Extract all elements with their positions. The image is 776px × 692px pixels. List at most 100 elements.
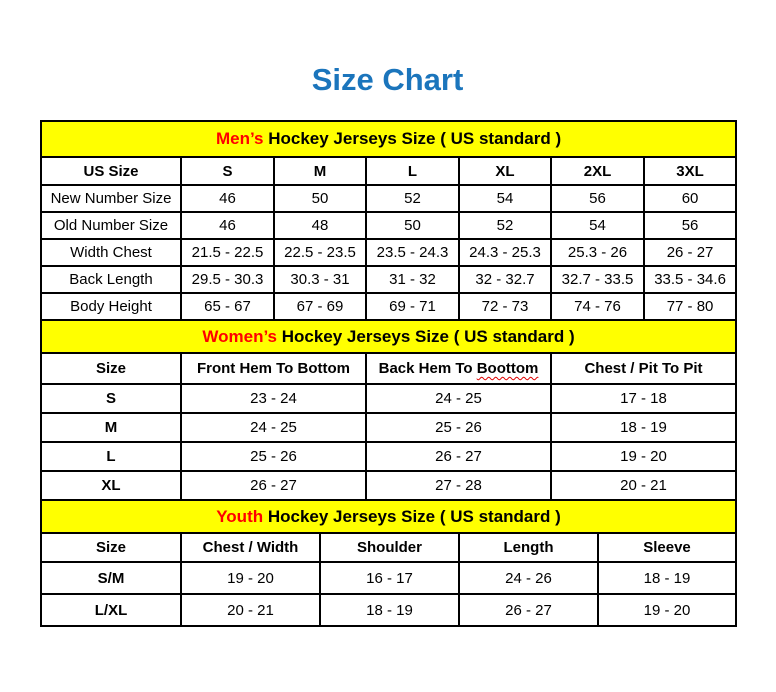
womens-section-title-rest: Hockey Jerseys Size ( US standard ) xyxy=(277,326,575,346)
cell-value: 26 - 27 xyxy=(642,238,738,267)
cell-value: 33.5 - 34.6 xyxy=(642,265,738,294)
cell-value: 19 - 20 xyxy=(180,561,321,595)
table-row: Body Height 65 - 67 67 - 69 69 - 71 72 -… xyxy=(40,292,738,321)
cell-value: 50 xyxy=(365,211,460,240)
mens-col-3xl: 3XL xyxy=(642,156,738,186)
cell-value: 69 - 71 xyxy=(365,292,460,321)
youth-col-length: Length xyxy=(458,532,599,563)
womens-section-header: Women’s Hockey Jerseys Size ( US standar… xyxy=(39,319,738,354)
table-row: Width Chest 21.5 - 22.5 22.5 - 23.5 23.5… xyxy=(40,238,738,267)
mens-section-title-rest: Hockey Jerseys Size ( US standard ) xyxy=(263,129,562,148)
cell-value: 25 - 26 xyxy=(180,441,367,472)
cell-value: 50 xyxy=(273,184,367,213)
cell-value: 24 - 25 xyxy=(180,412,367,443)
cell-value: 24 - 26 xyxy=(458,561,599,595)
cell-value: 56 xyxy=(550,184,645,213)
womens-col-back-hem: Back Hem To Boottom xyxy=(365,352,552,385)
cell-value: 30.3 - 31 xyxy=(273,265,367,294)
mens-col-2xl: 2XL xyxy=(550,156,645,186)
row-label: Body Height xyxy=(40,292,182,321)
cell-value: 65 - 67 xyxy=(180,292,275,321)
cell-value: 24 - 25 xyxy=(365,383,552,414)
youth-col-chest-width: Chest / Width xyxy=(180,532,321,563)
womens-section-highlight: Women’s xyxy=(202,326,277,346)
cell-value: 16 - 17 xyxy=(319,561,460,595)
cell-value: 27 - 28 xyxy=(365,470,552,501)
cell-value: 20 - 21 xyxy=(549,470,738,501)
cell-value: 77 - 80 xyxy=(642,292,738,321)
youth-header-row: Size Chest / Width Shoulder Length Sleev… xyxy=(40,532,737,563)
table-row: S/M 19 - 20 16 - 17 24 - 26 18 - 19 xyxy=(40,561,737,595)
cell-value: 60 xyxy=(642,184,738,213)
cell-value: 18 - 19 xyxy=(319,593,460,627)
cell-value: 52 xyxy=(365,184,460,213)
cell-value: 52 xyxy=(458,211,552,240)
mens-section-highlight: Men’s xyxy=(215,129,264,148)
mens-size-table: Men’s Hockey Jerseys Size ( US standard … xyxy=(39,120,738,321)
youth-col-shoulder: Shoulder xyxy=(319,532,460,563)
womens-header-row: Size Front Hem To Bottom Back Hem To Boo… xyxy=(40,352,738,385)
cell-value: 21.5 - 22.5 xyxy=(180,238,275,267)
youth-section-header: Youth Hockey Jerseys Size ( US standard … xyxy=(40,499,737,534)
mens-header-row: US Size S M L XL 2XL 3XL xyxy=(40,156,738,186)
cell-value: 48 xyxy=(273,211,367,240)
cell-value: 17 - 18 xyxy=(549,383,738,414)
womens-col-front-hem: Front Hem To Bottom xyxy=(180,352,367,385)
cell-value: 29.5 - 30.3 xyxy=(180,265,275,294)
table-row: Back Length 29.5 - 30.3 30.3 - 31 31 - 3… xyxy=(40,265,738,294)
womens-size-table: Women’s Hockey Jerseys Size ( US standar… xyxy=(39,319,738,501)
back-hem-misspelled-word: Boottom xyxy=(476,360,539,377)
table-row: L/XL 20 - 21 18 - 19 26 - 27 19 - 20 xyxy=(40,593,737,627)
youth-size-table: Youth Hockey Jerseys Size ( US standard … xyxy=(40,499,737,627)
row-label: Old Number Size xyxy=(40,211,182,240)
cell-value: 26 - 27 xyxy=(458,593,599,627)
row-label: L/XL xyxy=(40,593,182,627)
cell-value: 46 xyxy=(180,211,275,240)
cell-value: 24.3 - 25.3 xyxy=(458,238,552,267)
cell-value: 19 - 20 xyxy=(549,441,738,472)
youth-section-title-rest: Hockey Jerseys Size ( US standard ) xyxy=(263,506,561,526)
page-title: Size Chart xyxy=(311,62,464,97)
cell-value: 25.3 - 26 xyxy=(550,238,645,267)
cell-value: 46 xyxy=(180,184,275,213)
cell-value: 72 - 73 xyxy=(458,292,552,321)
cell-value: 19 - 20 xyxy=(597,593,737,627)
cell-value: 54 xyxy=(458,184,552,213)
table-row: M 24 - 25 25 - 26 18 - 19 xyxy=(40,412,738,443)
table-row: S 23 - 24 24 - 25 17 - 18 xyxy=(40,383,738,414)
cell-value: 26 - 27 xyxy=(180,470,367,501)
cell-value: 67 - 69 xyxy=(273,292,367,321)
youth-col-size: Size xyxy=(40,532,182,563)
mens-col-m: M xyxy=(273,156,367,186)
cell-value: 32 - 32.7 xyxy=(458,265,552,294)
table-row: Old Number Size 46 48 50 52 54 56 xyxy=(40,211,738,240)
back-hem-label: Back Hem To xyxy=(378,360,477,377)
mens-col-us-size: US Size xyxy=(40,156,182,186)
cell-value: 32.7 - 33.5 xyxy=(550,265,645,294)
cell-value: 26 - 27 xyxy=(365,441,552,472)
row-label: S xyxy=(40,383,182,414)
cell-value: 20 - 21 xyxy=(180,593,321,627)
row-label: L xyxy=(40,441,182,472)
mens-section-header-row: Men’s Hockey Jerseys Size ( US standard … xyxy=(39,120,738,158)
table-row: New Number Size 46 50 52 54 56 60 xyxy=(40,184,738,213)
row-label: Back Length xyxy=(40,265,182,294)
womens-section-header-row: Women’s Hockey Jerseys Size ( US standar… xyxy=(39,319,738,354)
mens-col-l: L xyxy=(365,156,460,186)
row-label: XL xyxy=(40,470,182,501)
size-chart-tables: Men’s Hockey Jerseys Size ( US standard … xyxy=(39,120,738,627)
cell-value: 31 - 32 xyxy=(365,265,460,294)
cell-value: 23 - 24 xyxy=(180,383,367,414)
youth-section-highlight: Youth xyxy=(216,506,264,526)
row-label: M xyxy=(40,412,182,443)
cell-value: 54 xyxy=(550,211,645,240)
mens-section-header: Men’s Hockey Jerseys Size ( US standard … xyxy=(39,120,738,158)
cell-value: 56 xyxy=(642,211,738,240)
cell-value: 25 - 26 xyxy=(365,412,552,443)
cell-value: 74 - 76 xyxy=(550,292,645,321)
youth-col-sleeve: Sleeve xyxy=(597,532,737,563)
cell-value: 22.5 - 23.5 xyxy=(273,238,367,267)
mens-col-xl: XL xyxy=(458,156,552,186)
table-row: XL 26 - 27 27 - 28 20 - 21 xyxy=(40,470,738,501)
